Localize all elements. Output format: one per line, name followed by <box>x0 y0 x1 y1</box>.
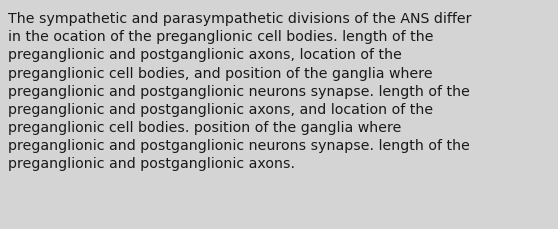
Text: The sympathetic and parasympathetic divisions of the ANS differ
in the ocation o: The sympathetic and parasympathetic divi… <box>8 12 472 171</box>
